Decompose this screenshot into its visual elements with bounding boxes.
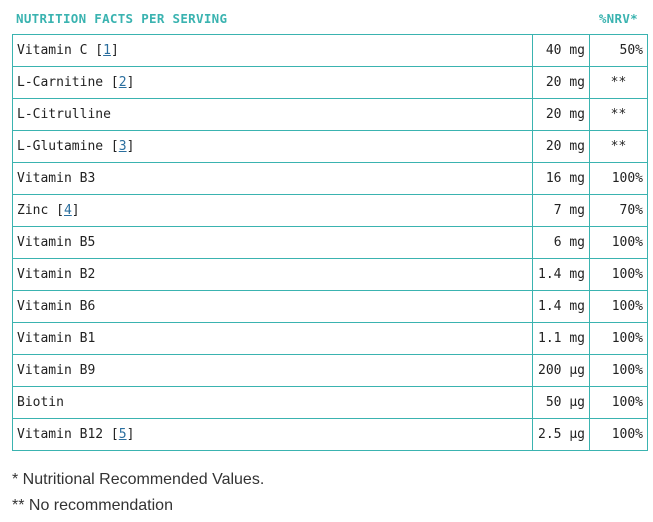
nutrient-name-cell: Vitamin B12 [5]: [12, 418, 533, 451]
table-row: Vitamin B9 200 µg 100%: [12, 354, 648, 387]
reference-link[interactable]: 2: [118, 75, 127, 90]
table-row: Vitamin B6 1.4 mg 100%: [12, 290, 648, 323]
nutrient-name-cell: L-Carnitine [2]: [12, 66, 533, 99]
nrv-cell: 100%: [589, 258, 648, 291]
nrv-cell: **: [589, 98, 648, 131]
nutrient-name: Vitamin C: [17, 43, 88, 58]
nutrient-name-cell: Vitamin B5: [12, 226, 533, 259]
reference-link[interactable]: 4: [63, 203, 72, 218]
table-row: Zinc [4] 7 mg 70%: [12, 194, 648, 227]
table-header: NUTRITION FACTS PER SERVING %NRV*: [12, 8, 646, 30]
amount-cell: 20 mg: [532, 66, 590, 99]
nrv-cell: 70%: [589, 194, 648, 227]
table-row: Vitamin C [1] 40 mg 50%: [12, 34, 648, 67]
reference-link[interactable]: 3: [118, 139, 127, 154]
nrv-cell: 100%: [589, 162, 648, 195]
no-recommendation-footnote: ** No recommendation: [12, 497, 173, 514]
nutrition-facts-table: Vitamin C [1] 40 mg 50% L-Carnitine [2] 20 m…: [12, 34, 648, 451]
table-row: Vitamin B1 1.1 mg 100%: [12, 322, 648, 355]
nrv-cell: 100%: [589, 226, 648, 259]
nutrient-name: L-Carnitine: [17, 75, 104, 90]
nutrient-name-cell: Vitamin B9: [12, 354, 533, 387]
table-row: Vitamin B3 16 mg 100%: [12, 162, 648, 195]
nrv-cell: 100%: [589, 418, 648, 451]
nutrient-name-cell: Biotin: [12, 386, 533, 419]
nrv-footnote: * Nutritional Recommended Values.: [12, 471, 265, 488]
amount-cell: 50 µg: [532, 386, 590, 419]
nutrient-name: Vitamin B6: [17, 299, 96, 314]
nrv-cell: 100%: [589, 386, 648, 419]
nrv-cell: 100%: [589, 322, 648, 355]
nutrient-name: Zinc: [17, 203, 49, 218]
nutrient-name: Vitamin B3: [17, 171, 96, 186]
nutrient-name: Vitamin B2: [17, 267, 96, 282]
table-row: L-Citrulline 20 mg **: [12, 98, 648, 131]
nrv-column-header: %NRV*: [598, 11, 638, 26]
amount-cell: 20 mg: [532, 130, 590, 163]
amount-cell: 200 µg: [532, 354, 590, 387]
nutrient-name: Vitamin B12: [17, 427, 104, 442]
amount-cell: 6 mg: [532, 226, 590, 259]
nutrient-name-cell: Vitamin C [1]: [12, 34, 533, 67]
nrv-cell: 100%: [589, 290, 648, 323]
nrv-cell: **: [589, 66, 648, 99]
nutrient-name-cell: Vitamin B1: [12, 322, 533, 355]
amount-cell: 20 mg: [532, 98, 590, 131]
nutrient-name: Vitamin B1: [17, 331, 96, 346]
nrv-cell: **: [589, 130, 648, 163]
amount-cell: 40 mg: [532, 34, 590, 67]
amount-cell: 2.5 µg: [532, 418, 590, 451]
amount-cell: 1.4 mg: [532, 258, 590, 291]
reference-link[interactable]: 5: [118, 427, 127, 442]
amount-cell: 1.4 mg: [532, 290, 590, 323]
nutrient-name-cell: Vitamin B3: [12, 162, 533, 195]
nutrient-name: L-Glutamine: [17, 139, 104, 154]
nrv-cell: 100%: [589, 354, 648, 387]
nutrient-name-cell: L-Citrulline: [12, 98, 533, 131]
nutrient-name: Vitamin B5: [17, 235, 96, 250]
amount-cell: 1.1 mg: [532, 322, 590, 355]
nutrient-name: Biotin: [17, 395, 64, 410]
nutrient-name: Vitamin B9: [17, 363, 96, 378]
nutrient-name-cell: Vitamin B6: [12, 290, 533, 323]
nutrient-name-cell: Vitamin B2: [12, 258, 533, 291]
nutrition-facts-body: Vitamin C [1] 40 mg 50% L-Carnitine [2] 20 m…: [12, 34, 648, 451]
table-title: NUTRITION FACTS PER SERVING: [16, 11, 228, 26]
reference-link[interactable]: 1: [103, 43, 111, 58]
table-row: L-Carnitine [2] 20 mg **: [12, 66, 648, 99]
nutrient-name-cell: L-Glutamine [3]: [12, 130, 533, 163]
table-row: Biotin 50 µg 100%: [12, 386, 648, 419]
table-row: L-Glutamine [3] 20 mg **: [12, 130, 648, 163]
amount-cell: 7 mg: [532, 194, 590, 227]
nutrient-name-cell: Zinc [4]: [12, 194, 533, 227]
table-row: Vitamin B2 1.4 mg 100%: [12, 258, 648, 291]
table-row: Vitamin B12 [5] 2.5 µg 100%: [12, 418, 648, 451]
table-row: Vitamin B5 6 mg 100%: [12, 226, 648, 259]
nutrient-name: L-Citrulline: [17, 107, 111, 122]
nrv-cell: 50%: [589, 34, 648, 67]
amount-cell: 16 mg: [532, 162, 590, 195]
footnotes: * Nutritional Recommended Values. ** No …: [12, 467, 264, 519]
